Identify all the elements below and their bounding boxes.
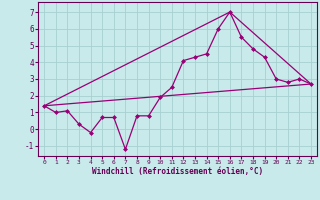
X-axis label: Windchill (Refroidissement éolien,°C): Windchill (Refroidissement éolien,°C) [92,167,263,176]
